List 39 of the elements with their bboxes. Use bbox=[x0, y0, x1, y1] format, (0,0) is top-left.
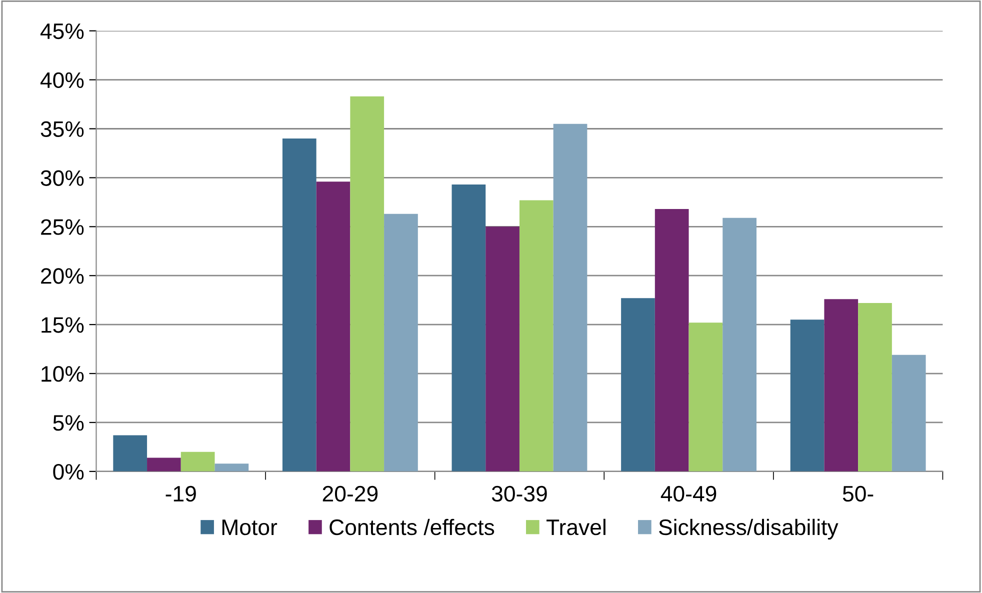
bar bbox=[688, 322, 723, 472]
bar bbox=[790, 320, 824, 472]
bar bbox=[553, 124, 588, 472]
y-tick-label: 10% bbox=[42, 366, 84, 382]
y-tick-label: 35% bbox=[40, 121, 84, 138]
bar bbox=[316, 182, 350, 472]
bar bbox=[654, 209, 689, 472]
legend-label: Contents /effects bbox=[330, 518, 494, 536]
legend-label: Travel bbox=[546, 518, 606, 536]
x-tick-label: -19 bbox=[166, 486, 196, 502]
y-tick-label: 30% bbox=[40, 170, 84, 186]
y-tick-label: 15% bbox=[42, 317, 84, 333]
y-tick-label: 25% bbox=[41, 219, 84, 235]
y-tick-label: 0% bbox=[53, 464, 84, 480]
y-tick-label: 45% bbox=[40, 23, 84, 40]
y-tick-label: 40% bbox=[40, 72, 84, 88]
bar bbox=[214, 464, 249, 472]
bar bbox=[722, 218, 756, 472]
x-tick-label: 50- bbox=[842, 486, 874, 502]
y-tick-label: 5% bbox=[53, 415, 84, 431]
bar bbox=[113, 435, 148, 472]
bar bbox=[892, 354, 926, 472]
bar bbox=[824, 299, 858, 472]
x-tick-label: 30-39 bbox=[492, 486, 547, 502]
legend-label: Motor bbox=[222, 520, 278, 536]
bar bbox=[282, 138, 316, 472]
bar bbox=[350, 96, 384, 472]
bar bbox=[147, 458, 181, 472]
x-tick-label: 40-49 bbox=[660, 486, 716, 502]
bar bbox=[519, 200, 554, 472]
bar bbox=[180, 452, 215, 472]
bar bbox=[384, 214, 418, 472]
bar bbox=[621, 298, 655, 472]
bar bbox=[452, 184, 486, 472]
y-tick-label: 20% bbox=[41, 268, 84, 284]
bar bbox=[858, 303, 892, 472]
bar bbox=[486, 226, 520, 472]
x-tick-label: 20-29 bbox=[322, 486, 378, 502]
legend-label: Sickness/disability bbox=[659, 518, 838, 540]
